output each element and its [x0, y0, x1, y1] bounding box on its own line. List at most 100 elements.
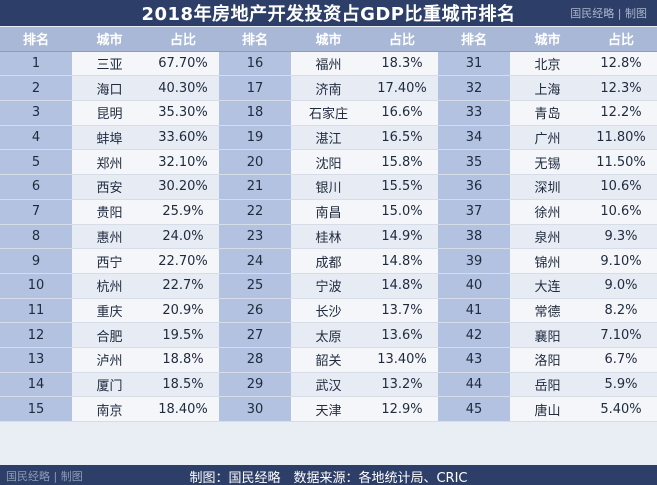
table-row: 12 合肥 19.5% 27 太原 13.6% 42 襄阳 7.10%	[0, 322, 657, 348]
header-rank: 排名	[219, 27, 291, 52]
share-cell: 35.30%	[147, 100, 219, 126]
rank-cell: 45	[438, 396, 510, 422]
share-cell: 12.3%	[585, 75, 657, 102]
table-row: 13 泸州 18.8% 28 韶关 13.40% 43 洛阳 6.7%	[0, 347, 657, 373]
table-row: 2 海口 40.30% 17 济南 17.40% 32 上海 12.3%	[0, 75, 657, 102]
rank-cell: 41	[438, 298, 510, 324]
share-cell: 22.70%	[147, 248, 219, 274]
rank-cell: 26	[219, 298, 291, 324]
rank-cell: 30	[219, 396, 291, 422]
table-row: 15 南京 18.40% 30 天津 12.9% 45 唐山 5.40%	[0, 396, 657, 422]
city-cell: 重庆	[72, 298, 147, 324]
share-cell: 14.8%	[366, 248, 438, 274]
city-cell: 贵阳	[72, 199, 147, 225]
data-source-note: 制图：国民经略 数据来源：各地统计局、CRIC	[189, 471, 468, 485]
brand-watermark-bottom: 国民经略 | 制图	[6, 470, 83, 483]
city-cell: 三亚	[72, 51, 147, 77]
city-cell: 深圳	[510, 174, 585, 200]
brand-watermark-top: 国民经略 | 制图	[570, 7, 647, 20]
table-row: 1 三亚 67.70% 16 福州 18.3% 31 北京 12.8%	[0, 51, 657, 77]
city-cell: 韶关	[291, 347, 366, 373]
rank-cell: 38	[438, 224, 510, 250]
title-bar: 2018年房地产开发投资占GDP比重城市排名 国民经略 | 制图	[0, 0, 657, 26]
footer-bar: 国民经略 | 制图 制图：国民经略 数据来源：各地统计局、CRIC	[0, 465, 657, 485]
city-cell: 广州	[510, 125, 585, 151]
share-cell: 15.8%	[366, 149, 438, 176]
share-cell: 10.6%	[585, 174, 657, 200]
rank-cell: 29	[219, 372, 291, 398]
city-cell: 沈阳	[291, 149, 366, 176]
table-row: 10 杭州 22.7% 25 宁波 14.8% 40 大连 9.0%	[0, 273, 657, 299]
header-city: 城市	[510, 27, 585, 52]
share-cell: 5.9%	[585, 372, 657, 398]
city-cell: 合肥	[72, 322, 147, 348]
rank-cell: 13	[0, 347, 72, 373]
city-cell: 宁波	[291, 273, 366, 299]
rank-cell: 18	[219, 100, 291, 126]
city-cell: 杭州	[72, 273, 147, 299]
rank-cell: 36	[438, 174, 510, 200]
share-cell: 30.20%	[147, 174, 219, 200]
table-header-row: 排名 城市 占比 排名 城市 占比 排名 城市 占比	[0, 27, 657, 52]
city-cell: 成都	[291, 248, 366, 274]
header-rank: 排名	[438, 27, 510, 52]
city-cell: 泸州	[72, 347, 147, 373]
rank-cell: 37	[438, 199, 510, 225]
share-cell: 6.7%	[585, 347, 657, 373]
share-cell: 13.2%	[366, 372, 438, 398]
share-cell: 13.6%	[366, 322, 438, 348]
share-cell: 16.6%	[366, 100, 438, 126]
rank-cell: 8	[0, 224, 72, 250]
rank-cell: 2	[0, 75, 72, 102]
header-rank: 排名	[0, 27, 72, 52]
header-share: 占比	[366, 27, 438, 52]
share-cell: 12.2%	[585, 100, 657, 126]
share-cell: 11.80%	[585, 125, 657, 151]
city-cell: 济南	[291, 75, 366, 102]
city-cell: 桂林	[291, 224, 366, 250]
rank-cell: 19	[219, 125, 291, 151]
share-cell: 22.7%	[147, 273, 219, 299]
header-share: 占比	[585, 27, 657, 52]
ranking-table: 排名 城市 占比 排名 城市 占比 排名 城市 占比 1 三亚 67.70% 16 福州…	[0, 27, 657, 422]
city-cell: 西宁	[72, 248, 147, 274]
city-cell: 上海	[510, 75, 585, 102]
city-cell: 洛阳	[510, 347, 585, 373]
table-row: 11 重庆 20.9% 26 长沙 13.7% 41 常德 8.2%	[0, 298, 657, 324]
rank-cell: 42	[438, 322, 510, 348]
city-cell: 青岛	[510, 100, 585, 126]
city-cell: 海口	[72, 75, 147, 102]
rank-cell: 7	[0, 199, 72, 225]
city-cell: 北京	[510, 51, 585, 77]
share-cell: 9.3%	[585, 224, 657, 250]
share-cell: 12.9%	[366, 396, 438, 422]
rank-cell: 11	[0, 298, 72, 324]
table-row: 6 西安 30.20% 21 银川 15.5% 36 深圳 10.6%	[0, 174, 657, 200]
share-cell: 14.8%	[366, 273, 438, 299]
share-cell: 32.10%	[147, 149, 219, 176]
city-cell: 郑州	[72, 149, 147, 176]
rank-cell: 20	[219, 149, 291, 176]
city-cell: 厦门	[72, 372, 147, 398]
rank-cell: 40	[438, 273, 510, 299]
rank-cell: 16	[219, 51, 291, 77]
city-cell: 武汉	[291, 372, 366, 398]
rank-cell: 43	[438, 347, 510, 373]
table-row: 14 厦门 18.5% 29 武汉 13.2% 44 岳阳 5.9%	[0, 372, 657, 398]
rank-cell: 31	[438, 51, 510, 77]
share-cell: 18.5%	[147, 372, 219, 398]
share-cell: 24.0%	[147, 224, 219, 250]
city-cell: 大连	[510, 273, 585, 299]
city-cell: 泉州	[510, 224, 585, 250]
city-cell: 福州	[291, 51, 366, 77]
share-cell: 18.3%	[366, 51, 438, 77]
city-cell: 南京	[72, 396, 147, 422]
rank-cell: 1	[0, 51, 72, 77]
share-cell: 20.9%	[147, 298, 219, 324]
header-city: 城市	[72, 27, 147, 52]
rank-cell: 21	[219, 174, 291, 200]
table-row: 4 蚌埠 33.60% 19 湛江 16.5% 34 广州 11.80%	[0, 125, 657, 151]
share-cell: 7.10%	[585, 322, 657, 348]
city-cell: 银川	[291, 174, 366, 200]
share-cell: 16.5%	[366, 125, 438, 151]
